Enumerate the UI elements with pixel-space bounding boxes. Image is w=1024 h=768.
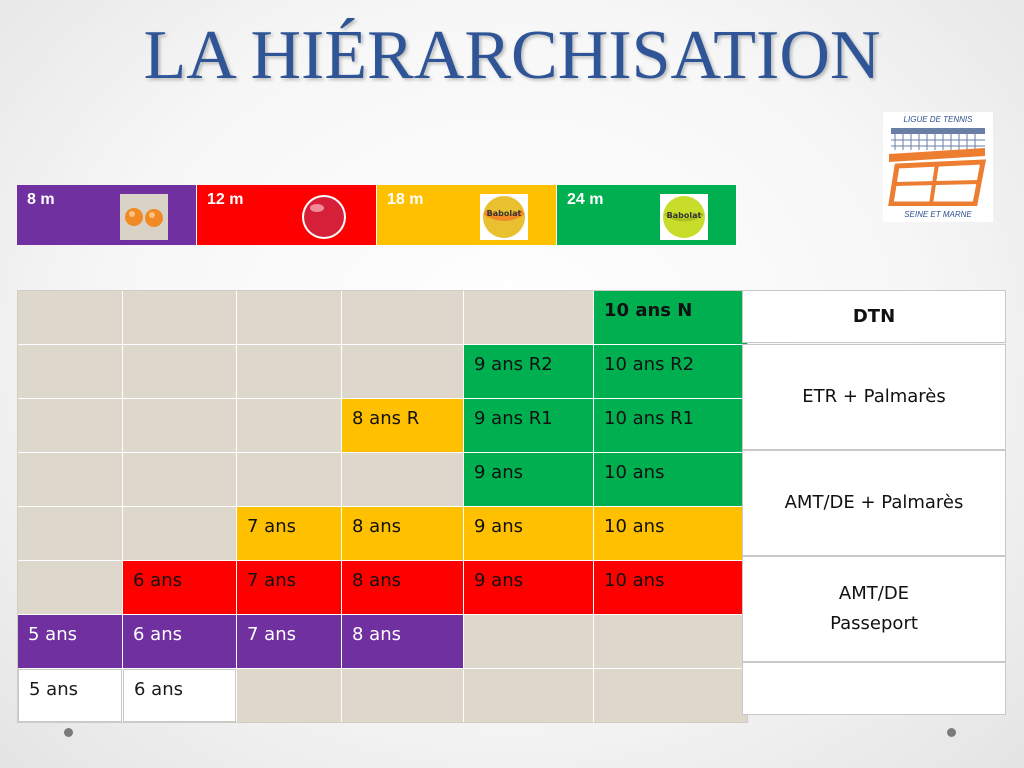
grid-cell: 5 ans [18, 669, 122, 722]
grid-cell [18, 345, 122, 398]
grid-cell: 6 ans [123, 561, 236, 614]
svg-text:Babolat: Babolat [487, 209, 522, 218]
grid-cell: 8 ans R [342, 399, 463, 452]
grid-cell [123, 399, 236, 452]
grid-cell: 9 ans R2 [464, 345, 593, 398]
level-amt-line1: AMT/DE [838, 583, 910, 604]
grid-cell: 10 ans [594, 507, 747, 560]
grid-cell: 10 ans [594, 453, 747, 506]
court-24m: 24 m Babolat [557, 185, 737, 245]
grid-cell: 10 ans R2 [594, 345, 747, 398]
logo-bottom-text: SEINE ET MARNE [904, 210, 972, 219]
age-hierarchy-grid: 10 ans N 9 ans R2 10 ans R2 8 ans R 9 an… [17, 290, 748, 723]
ligue-logo: LIGUE DE TENNIS SEINE ET MARNE [883, 112, 993, 222]
grid-cell [18, 291, 122, 344]
grid-cell [594, 669, 747, 722]
grid-cell [123, 507, 236, 560]
grid-cell [342, 291, 463, 344]
level-etr: ETR + Palmarès [742, 344, 1006, 450]
green-babolat-ball-icon: Babolat [660, 194, 708, 240]
grid-cell: 6 ans [123, 615, 236, 668]
grid-cell [464, 291, 593, 344]
grid-cell [237, 453, 341, 506]
red-ball-icon [300, 194, 348, 240]
grid-cell: 7 ans [237, 561, 341, 614]
court-label: 8 m [27, 191, 55, 208]
grid-cell [342, 453, 463, 506]
grid-cell: 9 ans [464, 507, 593, 560]
logo-top-text: LIGUE DE TENNIS [903, 115, 973, 124]
court-label: 24 m [567, 191, 604, 208]
court-12m: 12 m [197, 185, 377, 245]
tennis-court-logo-icon [888, 128, 987, 206]
grid-cell [123, 453, 236, 506]
court-18m: 18 m Babolat [377, 185, 557, 245]
level-amt-palmares: AMT/DE + Palmarès [742, 450, 1006, 556]
grid-cell [18, 507, 122, 560]
grid-cell: 8 ans [342, 615, 463, 668]
grid-cell [464, 615, 593, 668]
grid-cell [123, 291, 236, 344]
level-dtn: DTN [742, 290, 1006, 343]
grid-cell [18, 453, 122, 506]
level-amt-passeport: AMT/DE Passeport [742, 556, 1006, 662]
level-empty [742, 662, 1006, 715]
grid-cell [18, 561, 122, 614]
grid-cell: 9 ans [464, 561, 593, 614]
grid-cell: 9 ans R1 [464, 399, 593, 452]
grid-cell: 10 ans N [594, 291, 747, 344]
grid-cell [237, 291, 341, 344]
slide-dot-left [64, 728, 73, 737]
grid-cell: 7 ans [237, 507, 341, 560]
svg-text:Babolat: Babolat [667, 211, 702, 220]
grid-cell [464, 669, 593, 722]
grid-cell [18, 399, 122, 452]
slide-title: LA HIÉRARCHISATION [143, 17, 881, 94]
grid-cell [342, 669, 463, 722]
grid-cell: 5 ans [18, 615, 122, 668]
court-size-bar: 8 m 12 m 18 m Babolat 24 m [17, 185, 737, 245]
court-8m: 8 m [17, 185, 197, 245]
grid-cell: 10 ans [594, 561, 747, 614]
orange-babolat-ball-icon: Babolat [480, 194, 528, 240]
grid-cell: 7 ans [237, 615, 341, 668]
court-label: 12 m [207, 191, 244, 208]
level-amt-line2: Passeport [830, 613, 918, 634]
grid-cell [594, 615, 747, 668]
grid-cell: 9 ans [464, 453, 593, 506]
court-label: 18 m [387, 191, 424, 208]
grid-cell: 8 ans [342, 561, 463, 614]
grid-cell [123, 345, 236, 398]
grid-cell: 6 ans [123, 669, 236, 722]
grid-cell: 10 ans R1 [594, 399, 747, 452]
grid-cell [237, 669, 341, 722]
grid-cell [237, 399, 341, 452]
grid-cell [237, 345, 341, 398]
grid-cell: 8 ans [342, 507, 463, 560]
grid-cell [342, 345, 463, 398]
orange-foam-balls-icon [120, 194, 168, 240]
slide-dot-right [947, 728, 956, 737]
